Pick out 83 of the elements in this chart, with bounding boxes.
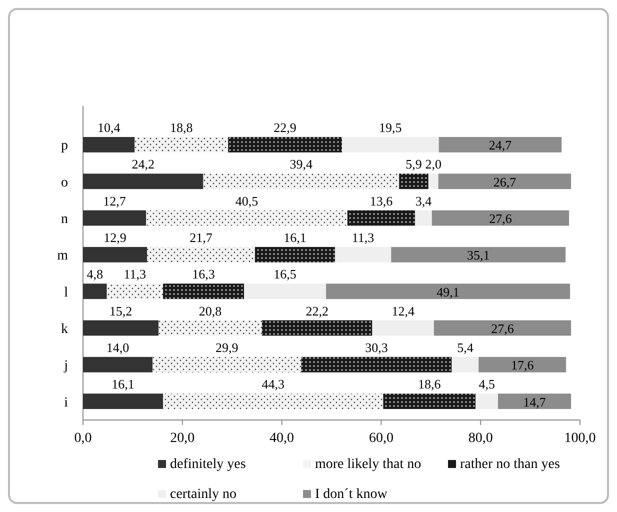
y-tick-label: j bbox=[63, 358, 68, 374]
bar bbox=[414, 210, 432, 226]
data-label: 5,4 bbox=[457, 340, 474, 355]
x-tick-label: 60,0 bbox=[368, 431, 394, 446]
bar bbox=[498, 394, 572, 410]
bar bbox=[434, 320, 572, 336]
data-label: 13,6 bbox=[370, 193, 394, 208]
data-label: 40,5 bbox=[235, 193, 258, 208]
data-label: 16,3 bbox=[192, 266, 215, 282]
y-tick-label: o bbox=[61, 175, 68, 190]
data-label: 14,7 bbox=[523, 394, 546, 410]
bar bbox=[432, 210, 570, 226]
bar bbox=[83, 174, 204, 190]
legend-label: more likely that no bbox=[315, 457, 422, 472]
data-label: 16,1 bbox=[284, 230, 306, 245]
x-tick-label: 80,0 bbox=[468, 431, 493, 446]
bar bbox=[244, 284, 326, 300]
data-label: 19,5 bbox=[379, 120, 402, 135]
data-label: 26,7 bbox=[493, 174, 517, 190]
data-label: 11,3 bbox=[352, 230, 374, 245]
bar bbox=[391, 246, 566, 262]
data-label: 4,5 bbox=[478, 376, 495, 392]
legend-label: definitely yes bbox=[170, 457, 246, 472]
data-label: 11,3 bbox=[124, 266, 146, 282]
data-label: 18,6 bbox=[418, 376, 442, 392]
data-label: 10,4 bbox=[97, 120, 121, 135]
data-label: 4,8 bbox=[86, 266, 104, 282]
data-label: 35,1 bbox=[466, 248, 490, 263]
bar bbox=[83, 210, 146, 226]
bar bbox=[334, 246, 392, 262]
bar bbox=[372, 320, 434, 336]
bar bbox=[83, 246, 148, 262]
data-label: 21,7 bbox=[190, 230, 213, 245]
y-tick-label: m bbox=[57, 248, 68, 264]
y-tick-label: i bbox=[64, 395, 68, 410]
data-label: 24,2 bbox=[132, 156, 155, 172]
x-tick-label: 0,0 bbox=[74, 431, 92, 446]
y-tick-label: n bbox=[61, 212, 68, 228]
data-label: 44,3 bbox=[262, 376, 284, 392]
bar bbox=[428, 174, 438, 190]
data-label: 2,0 bbox=[425, 156, 442, 172]
data-label: 27,6 bbox=[489, 211, 512, 226]
data-label: 3,4 bbox=[415, 193, 432, 208]
data-label: 12,7 bbox=[103, 193, 126, 208]
data-label: 12,4 bbox=[392, 303, 415, 318]
bar bbox=[478, 356, 566, 372]
data-label: 29,9 bbox=[216, 340, 238, 355]
y-tick-label: l bbox=[64, 285, 68, 300]
data-label: 12,9 bbox=[104, 230, 126, 245]
legend-label: rather no than yes bbox=[460, 457, 560, 472]
bar bbox=[83, 356, 153, 372]
bar bbox=[438, 174, 572, 190]
legend-label: certainly no bbox=[170, 487, 236, 502]
data-label: 17,6 bbox=[510, 358, 534, 373]
legend-label: I don´t know bbox=[315, 487, 388, 502]
x-tick-label: 40,0 bbox=[270, 431, 294, 446]
bar bbox=[452, 356, 479, 372]
bar bbox=[83, 137, 135, 152]
data-label: 14,0 bbox=[106, 340, 130, 355]
x-tick-label: 20,0 bbox=[170, 431, 195, 446]
bar bbox=[438, 137, 562, 152]
data-label: 39,4 bbox=[290, 156, 314, 172]
y-tick-label: p bbox=[61, 138, 68, 154]
data-label: 16,5 bbox=[274, 266, 296, 282]
x-tick-label: 100,0 bbox=[564, 431, 596, 446]
data-label: 15,2 bbox=[109, 303, 132, 318]
data-label: 24,7 bbox=[488, 138, 512, 153]
bar bbox=[83, 394, 164, 410]
data-label: 49,1 bbox=[436, 284, 460, 300]
data-label: 30,3 bbox=[365, 340, 388, 355]
bar bbox=[83, 284, 107, 300]
bar bbox=[476, 394, 498, 410]
bar bbox=[342, 137, 439, 152]
data-label: 16,1 bbox=[112, 376, 134, 392]
data-label: 5,9 bbox=[406, 156, 422, 172]
bar bbox=[83, 320, 159, 336]
bar bbox=[326, 284, 570, 300]
data-label: 22,9 bbox=[274, 120, 296, 135]
data-label: 20,8 bbox=[198, 303, 222, 318]
data-label: 22,2 bbox=[306, 303, 328, 318]
data-label: 18,8 bbox=[170, 120, 193, 135]
data-label: 27,6 bbox=[491, 320, 514, 336]
y-tick-label: k bbox=[61, 322, 68, 337]
